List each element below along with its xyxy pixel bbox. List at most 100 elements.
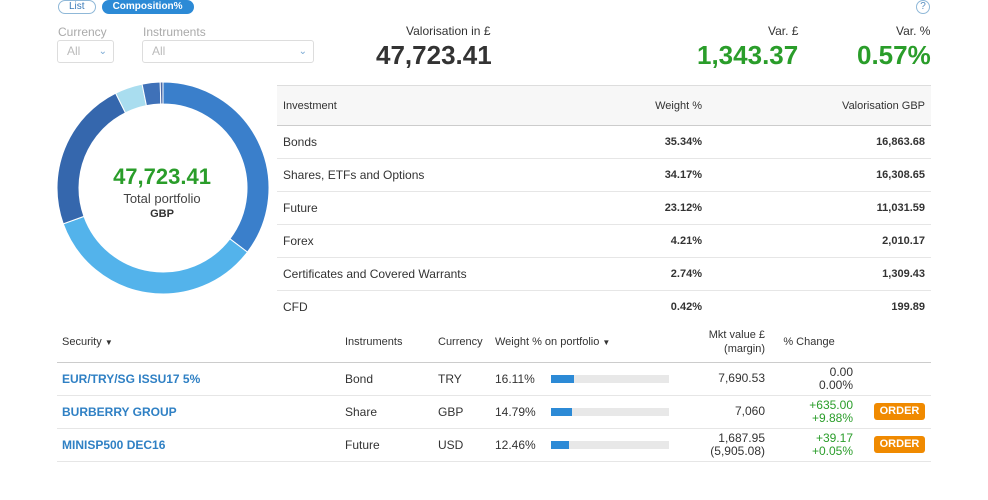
security-change-pct: +0.05% bbox=[811, 443, 853, 458]
chevron-down-icon: ⌄ bbox=[298, 46, 307, 57]
security-mkt-value: 7,060 bbox=[734, 404, 765, 418]
table-row: Bonds 35.34% 16,863.68 bbox=[277, 125, 931, 159]
valorisation-value: 47,723.41 bbox=[376, 40, 492, 70]
security-mkt-margin: (5,905.08) bbox=[710, 443, 765, 458]
valorisation-column-header: Valorisation GBP bbox=[702, 85, 931, 126]
donut-center: 47,723.41 Total portfolio GBP bbox=[92, 163, 232, 222]
investment-weight: 0.42% bbox=[557, 290, 702, 324]
mkt-value-header-line2: (margin) bbox=[724, 342, 765, 355]
security-change-pct: +9.88% bbox=[811, 410, 853, 425]
security-weight-value: 14.79% bbox=[495, 404, 536, 419]
security-currency: TRY bbox=[438, 362, 495, 396]
donut-currency: GBP bbox=[150, 208, 174, 220]
table-row: BURBERRY GROUP Share GBP 14.79% 7,060 +6… bbox=[57, 395, 931, 429]
investment-valorisation: 199.89 bbox=[702, 290, 931, 324]
instruments-select-value: All bbox=[152, 44, 166, 58]
donut-segment-cfd bbox=[159, 82, 164, 105]
composition-header-row: Investment Weight % Valorisation GBP bbox=[277, 85, 931, 126]
security-instrument: Future bbox=[345, 428, 438, 462]
investment-name: CFD bbox=[277, 290, 557, 324]
security-mkt-value: 1,687.95 bbox=[718, 430, 765, 445]
investment-weight: 2.74% bbox=[557, 257, 702, 291]
security-change-abs: 0.00 bbox=[829, 364, 853, 379]
table-row: Certificates and Covered Warrants 2.74% … bbox=[277, 257, 931, 291]
order-button[interactable]: ORDER bbox=[874, 436, 925, 453]
instruments-select[interactable]: All ⌄ bbox=[142, 40, 314, 63]
instruments-column-header: Instruments bbox=[345, 322, 438, 363]
investment-name: Shares, ETFs and Options bbox=[277, 158, 557, 192]
var-abs-label: Var. £ bbox=[768, 24, 799, 38]
var-abs-value: 1,343.37 bbox=[697, 40, 799, 70]
table-row: CFD 0.42% 199.89 bbox=[277, 290, 931, 324]
view-toggle: List Composition% bbox=[58, 0, 194, 14]
investment-valorisation: 16,308.65 bbox=[702, 158, 931, 192]
portfolio-donut-chart bbox=[57, 82, 269, 294]
security-currency: USD bbox=[438, 428, 495, 462]
mkt-value-column-header: Mkt value £ (margin) bbox=[685, 322, 765, 363]
composition-view-button[interactable]: Composition% bbox=[101, 0, 194, 14]
investment-valorisation: 16,863.68 bbox=[702, 125, 931, 159]
weight-bar bbox=[551, 374, 669, 383]
weight-portfolio-column-header[interactable]: Weight % on portfolio ▼ bbox=[495, 322, 685, 363]
investment-name: Certificates and Covered Warrants bbox=[277, 257, 557, 291]
security-mkt-value: 7,690.53 bbox=[718, 371, 765, 385]
security-weight-value: 12.46% bbox=[495, 437, 536, 452]
investment-column-header: Investment bbox=[277, 85, 557, 126]
order-cell bbox=[858, 362, 931, 396]
order-column-header bbox=[858, 322, 931, 363]
investment-weight: 34.17% bbox=[557, 158, 702, 192]
security-link[interactable]: BURBERRY GROUP bbox=[62, 404, 177, 419]
weight-bar bbox=[551, 440, 669, 449]
security-column-header[interactable]: Security ▼ bbox=[57, 322, 345, 363]
list-view-button[interactable]: List bbox=[58, 0, 96, 14]
security-weight: 14.79% bbox=[495, 405, 685, 419]
currency-select[interactable]: All ⌄ bbox=[57, 40, 114, 63]
currency-column-header: Currency bbox=[438, 322, 495, 363]
security-instrument: Share bbox=[345, 395, 438, 429]
sort-caret-icon: ▼ bbox=[104, 337, 113, 347]
table-row: Forex 4.21% 2,010.17 bbox=[277, 224, 931, 258]
currency-select-value: All bbox=[67, 44, 81, 58]
security-change-abs: +635.00 bbox=[809, 397, 853, 412]
composition-table: Investment Weight % Valorisation GBP Bon… bbox=[277, 85, 931, 324]
mkt-value-header-line1: Mkt value £ bbox=[708, 328, 765, 341]
security-header-label: Security bbox=[62, 335, 102, 348]
table-row: Future 23.12% 11,031.59 bbox=[277, 191, 931, 225]
donut-total-label: Total portfolio bbox=[123, 191, 201, 206]
security-change-pct: 0.00% bbox=[818, 377, 853, 392]
weight-bar-fill bbox=[551, 407, 573, 416]
security-weight: 12.46% bbox=[495, 438, 685, 452]
help-icon[interactable]: ? bbox=[916, 0, 930, 14]
security-weight: 16.11% bbox=[495, 372, 685, 386]
investment-valorisation: 2,010.17 bbox=[702, 224, 931, 258]
change-column-header: % Change bbox=[765, 322, 858, 363]
weight-bar-fill bbox=[551, 374, 574, 383]
chevron-down-icon: ⌄ bbox=[98, 46, 107, 57]
security-link[interactable]: MINISP500 DEC16 bbox=[62, 437, 166, 452]
sort-caret-icon: ▼ bbox=[602, 337, 611, 347]
investment-valorisation: 1,309.43 bbox=[702, 257, 931, 291]
security-weight-value: 16.11% bbox=[495, 371, 535, 386]
donut-total-value: 47,723.41 bbox=[113, 164, 211, 189]
investment-name: Forex bbox=[277, 224, 557, 258]
security-currency: GBP bbox=[438, 395, 495, 429]
order-button[interactable]: ORDER bbox=[874, 403, 925, 420]
weight-bar-fill bbox=[551, 440, 569, 449]
investment-name: Bonds bbox=[277, 125, 557, 159]
securities-table: Security ▼ Instruments Currency Weight %… bbox=[57, 322, 931, 462]
table-row: EUR/TRY/SG ISSU17 5% Bond TRY 16.11% 7,6… bbox=[57, 362, 931, 396]
var-pct-label: Var. % bbox=[896, 24, 931, 38]
investment-valorisation: 11,031.59 bbox=[702, 191, 931, 225]
investment-weight: 4.21% bbox=[557, 224, 702, 258]
security-change-abs: +39.17 bbox=[815, 430, 853, 445]
var-pct-value: 0.57% bbox=[857, 40, 931, 70]
table-row: MINISP500 DEC16 Future USD 12.46% 1,687.… bbox=[57, 428, 931, 462]
donut-segment-shares-etfs-and-options bbox=[62, 215, 249, 294]
investment-name: Future bbox=[277, 191, 557, 225]
security-instrument: Bond bbox=[345, 362, 438, 396]
investment-weight: 35.34% bbox=[557, 125, 702, 159]
instruments-filter-label: Instruments bbox=[143, 25, 206, 39]
security-link[interactable]: EUR/TRY/SG ISSU17 5% bbox=[62, 371, 201, 386]
weight-portfolio-header-label: Weight % on portfolio bbox=[495, 335, 600, 348]
weight-bar bbox=[551, 407, 669, 416]
